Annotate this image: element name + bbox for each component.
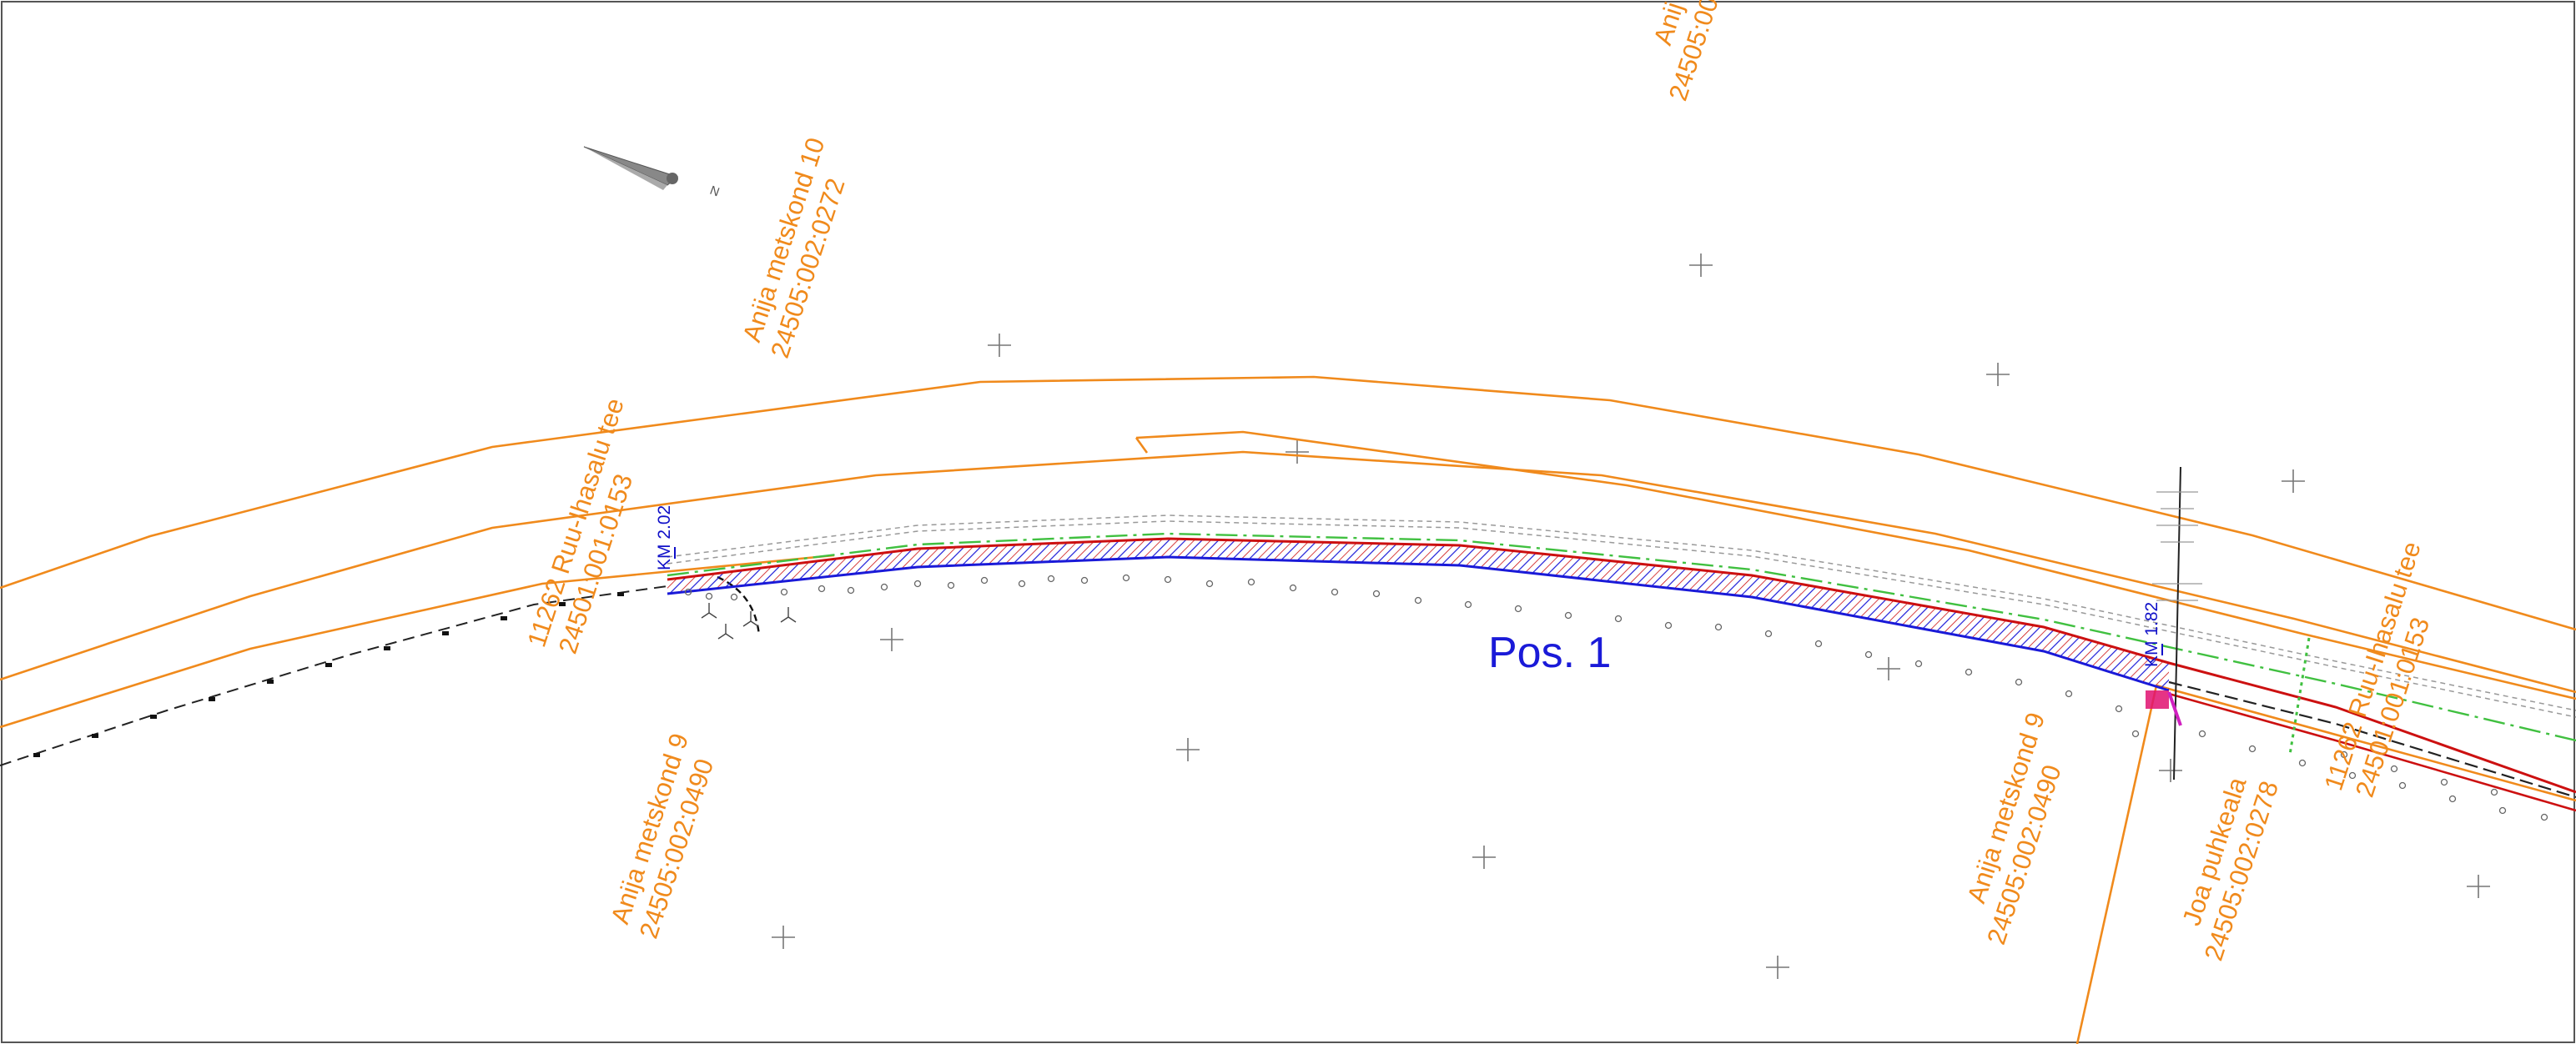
- parcel-label-anija-9-east: Anija metskond 9 24505:002:0490: [1961, 709, 2066, 948]
- chainage-text: KM 2.02: [655, 505, 674, 570]
- chainage-km-202: KM 2.02: [655, 505, 676, 570]
- design-offset-lines: [667, 514, 2576, 718]
- road-hatch-band: [667, 539, 2169, 690]
- existing-road-edge-west: [0, 585, 668, 766]
- north-arrow-letter: N: [708, 183, 722, 200]
- road-edge-blue: [667, 555, 2170, 692]
- road-edge-black-east: [2168, 680, 2576, 799]
- survey-points: [684, 574, 2548, 821]
- parcel-label-road-west: 11262 Ruu-Ihasalu tee 24501:001:0153: [521, 394, 638, 657]
- north-arrow-icon: N: [583, 146, 722, 200]
- existing-road-symbols-west: [33, 592, 624, 757]
- parcel-boundaries: [0, 375, 2576, 1044]
- culvert-crossing: [2146, 466, 2202, 780]
- parcel-label-anija-9-west: Anija metskond 9 24505:002:0490: [605, 730, 719, 941]
- road-edge-red-east: [2168, 692, 2576, 812]
- parcel-label-joa: Joa puhkeala 24505:002:0278: [2176, 773, 2284, 964]
- parcel-label-road-east: 11262 Ruu-Ihasalu tee 24501:001:0153: [2318, 538, 2435, 801]
- side-road-curve: [717, 575, 761, 636]
- road-edge-red: [667, 537, 2576, 794]
- green-dotted-line: [2288, 637, 2311, 755]
- parcel-label-anija-10: Anija metskond 10 24505:002:0272: [737, 134, 850, 362]
- parcel-label-top-cut: Anij 24505:00: [1648, 0, 1723, 104]
- chainage-km-182: KM 1.82: [2142, 602, 2163, 667]
- tree-symbols: [701, 603, 797, 640]
- green-design-line: [667, 532, 2576, 742]
- chainage-text: KM 1.82: [2142, 602, 2161, 667]
- grid-crosses: [772, 253, 2490, 979]
- position-label: Pos. 1: [1488, 629, 1611, 677]
